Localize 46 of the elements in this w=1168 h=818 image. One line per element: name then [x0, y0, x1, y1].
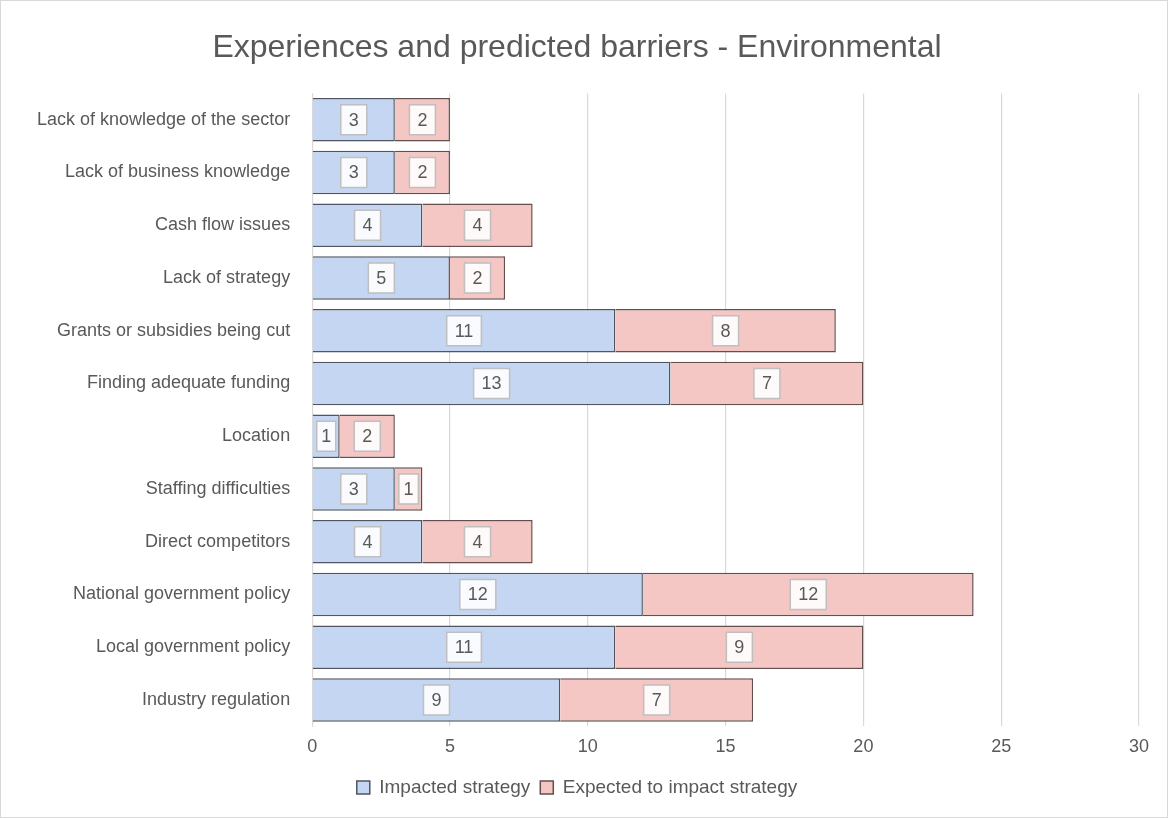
y-tick-label: National government policy — [73, 583, 291, 604]
y-tick-label: Industry regulation — [142, 688, 291, 709]
data-label: 4 — [362, 215, 373, 236]
data-label: 3 — [348, 478, 359, 499]
legend-label: Expected to impact strategy — [562, 775, 798, 797]
data-label: 2 — [417, 109, 428, 130]
data-label: 4 — [472, 531, 483, 552]
data-label: 13 — [481, 373, 502, 394]
y-tick-label: Grants or subsidies being cut — [57, 319, 291, 340]
y-tick-label: Staffing difficulties — [145, 477, 291, 498]
x-tick-label: 25 — [991, 736, 1012, 757]
data-label: 4 — [472, 215, 483, 236]
x-tick-label: 15 — [715, 736, 736, 757]
x-tick-label: 20 — [853, 736, 874, 757]
data-label: 9 — [431, 689, 442, 710]
x-tick-label: 30 — [1128, 736, 1150, 757]
x-tick-label: 10 — [577, 736, 598, 757]
y-tick-label: Lack of business knowledge — [65, 161, 291, 182]
y-tick-label: Finding adequate funding — [86, 372, 291, 393]
data-label: 1 — [403, 478, 414, 499]
data-label: 4 — [362, 531, 373, 552]
y-tick-label: Cash flow issues — [155, 214, 291, 235]
data-label: 11 — [454, 637, 474, 658]
y-tick-label: Lack of knowledge of the sector — [37, 108, 291, 129]
x-tick-label: 5 — [444, 736, 455, 757]
x-tick-label: 0 — [307, 736, 318, 757]
data-label: 2 — [472, 267, 483, 288]
y-tick-label: Local government policy — [96, 636, 291, 657]
y-tick-label: Direct competitors — [145, 530, 291, 551]
data-label: 7 — [651, 689, 662, 710]
chart-title: Experiences and predicted barriers - Environmental — [212, 28, 942, 65]
data-label: 9 — [734, 637, 745, 658]
data-label: 1 — [321, 426, 332, 447]
y-tick-label: Location — [222, 425, 291, 446]
data-label: 11 — [454, 320, 474, 341]
legend-label: Impacted strategy — [379, 775, 531, 797]
data-label: 3 — [348, 109, 359, 130]
data-label: 2 — [362, 426, 373, 447]
data-label: 5 — [376, 267, 387, 288]
data-label: 3 — [348, 162, 359, 183]
data-label: 2 — [417, 162, 428, 183]
data-label: 12 — [467, 584, 488, 605]
data-label: 12 — [798, 584, 819, 605]
data-label: 7 — [761, 373, 772, 394]
data-label: 8 — [720, 320, 731, 341]
y-tick-label: Lack of strategy — [163, 266, 291, 287]
